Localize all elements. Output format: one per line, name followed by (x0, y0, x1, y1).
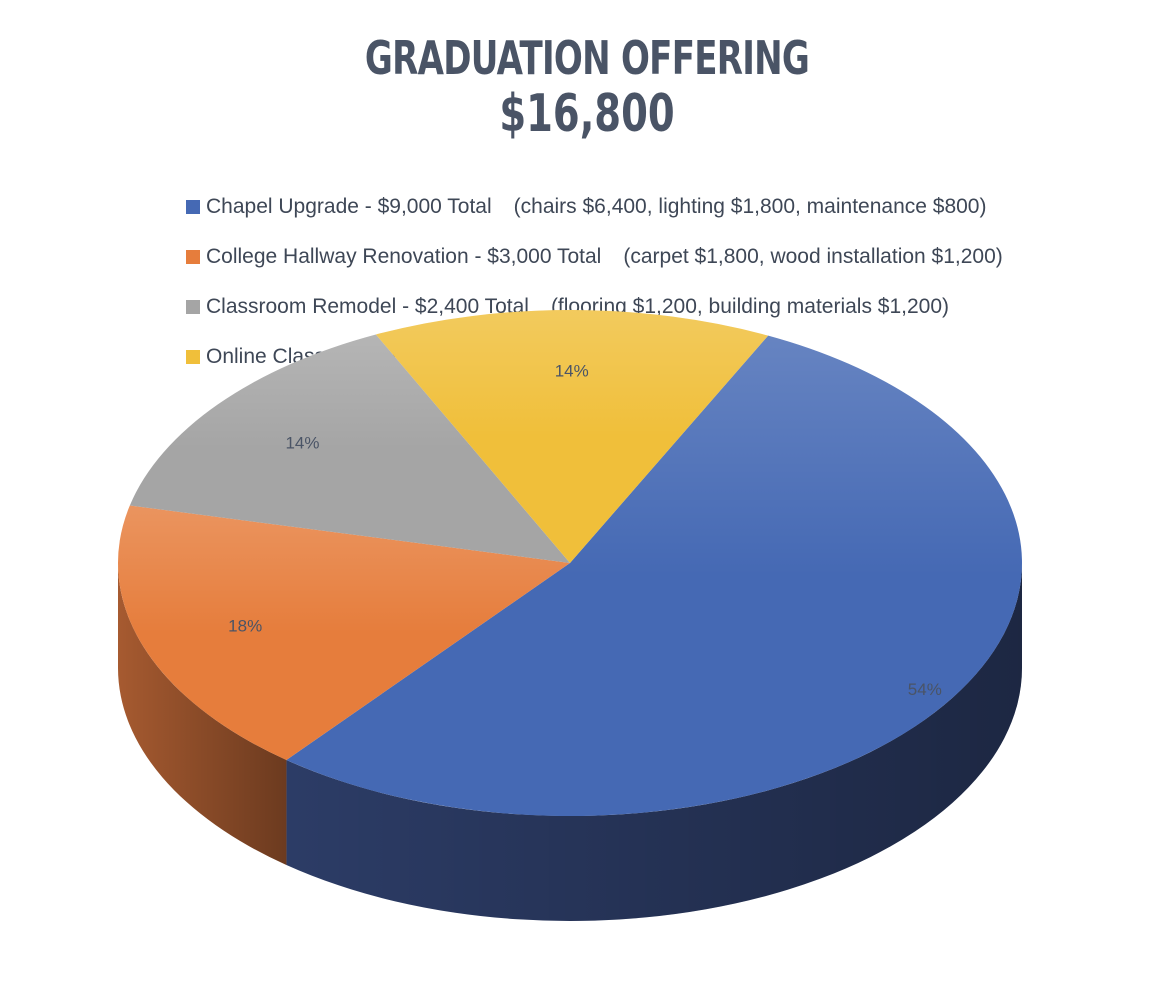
data-label-classroom-remodel: 14% (285, 433, 319, 452)
legend-label: College Hallway Renovation - $3,000 Tota… (206, 245, 602, 268)
pie-side-shade (286, 563, 1022, 922)
data-label-hallway-renovation: 18% (228, 617, 262, 636)
legend-swatch (186, 200, 200, 214)
chart-title-block: GRADUATION OFFERING $16,800 (0, 30, 1174, 142)
legend-label: Chapel Upgrade - $9,000 Total (206, 195, 492, 218)
pie-slice-shade (117, 505, 570, 761)
data-label-online-class-support: 14% (555, 362, 589, 381)
pie-labels: 54% 18% 14% 14% (228, 362, 942, 699)
legend-swatch (186, 350, 200, 364)
legend-swatch (186, 300, 200, 314)
pie-side-shade (118, 563, 287, 866)
data-label-chapel-upgrade: 54% (908, 680, 942, 699)
pie-sides (118, 563, 1022, 922)
legend-detail: (flooring $1,200, building materials $1,… (550, 295, 950, 318)
pie-slice-shade (286, 335, 1022, 816)
legend-item-classroom-remodel: Classroom Remodel - $2,400 Total (floori… (186, 282, 1003, 332)
chart-subtitle: $16,800 (499, 84, 675, 144)
chart-title: GRADUATION OFFERING (364, 31, 810, 85)
pie-slice-shade (129, 334, 571, 563)
pie-tops (117, 310, 1022, 816)
pie-slice-shade (375, 310, 769, 563)
legend-item-chapel-upgrade: Chapel Upgrade - $9,000 Total (chairs $6… (186, 182, 1003, 232)
legend-item-hallway-renovation: College Hallway Renovation - $3,000 Tota… (186, 232, 1003, 282)
legend-detail: (carpet $1,800, wood installation $1,200… (623, 245, 1003, 268)
legend-label: Classroom Remodel - $2,400 Total (206, 295, 529, 318)
legend-swatch (186, 250, 200, 264)
legend-detail: (chairs $6,400, lighting $1,800, mainten… (513, 195, 987, 218)
